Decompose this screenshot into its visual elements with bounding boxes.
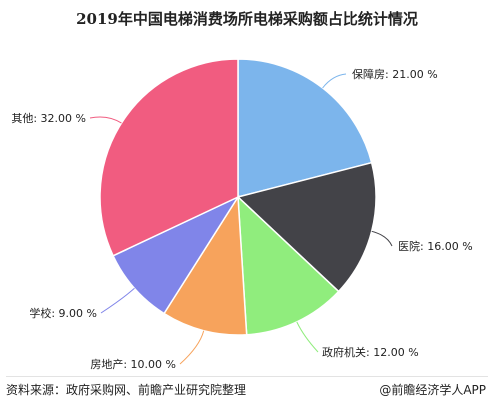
leader-line-4 [179, 330, 205, 365]
data-label-5: 学校: 9.00 % [29, 306, 97, 320]
leader-line-5 [100, 287, 135, 314]
chart-title: 2019年中国电梯消费场所电梯采购额占比统计情况 [76, 10, 418, 28]
data-label-2: 医院: 16.00 % [398, 239, 473, 253]
data-label-4: 房地产: 10.00 % [90, 357, 176, 371]
pie-slice-3 [237, 195, 340, 336]
source-note: 资料来源：政府采购网、前瞻产业研究院整理 [6, 383, 247, 397]
pie-slice-1 [237, 58, 373, 198]
footer-divider [6, 376, 488, 377]
data-label-3: 政府机关: 12.00 % [322, 345, 419, 359]
pie-slice-4 [163, 194, 248, 336]
data-label-1: 保障房: 21.00 % [352, 67, 438, 81]
pie-slice-2 [236, 161, 377, 293]
pie-slice-6 [99, 58, 239, 257]
leader-line-1 [322, 73, 347, 89]
leader-line-3 [296, 321, 319, 353]
leader-line-2 [371, 230, 393, 247]
leader-line-6 [89, 116, 122, 124]
brand-credit: @前瞻经济学人APP [379, 383, 486, 397]
data-label-6: 其他: 32.00 % [11, 112, 86, 125]
